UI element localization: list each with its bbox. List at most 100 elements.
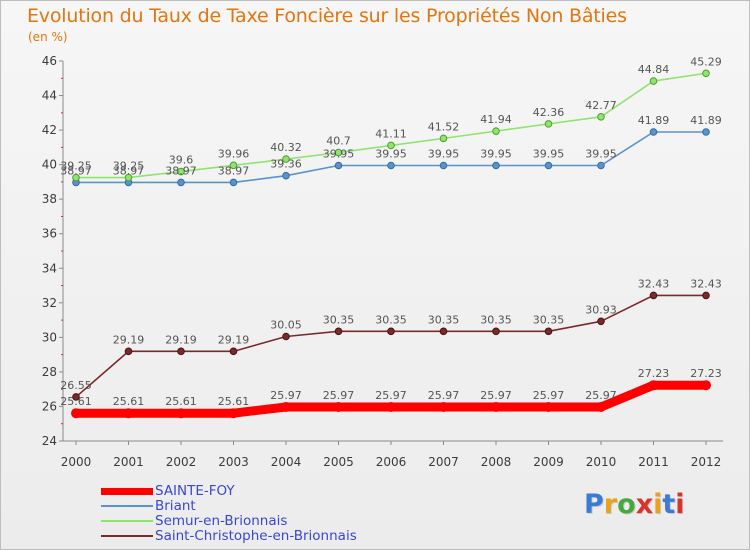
- data-label: 26.55: [60, 379, 92, 392]
- x-tick-label: 2004: [271, 455, 302, 469]
- data-label: 25.61: [165, 395, 197, 408]
- data-label: 45.29: [690, 55, 722, 68]
- x-tick-label: 2008: [481, 455, 512, 469]
- data-label: 39.95: [323, 148, 355, 161]
- data-point: [334, 327, 343, 336]
- proxiti-logo: Proxiti: [584, 489, 685, 520]
- data-point: [491, 401, 501, 412]
- y-tick-label: 40: [42, 158, 57, 172]
- data-point: [597, 317, 605, 326]
- data-label: 30.35: [323, 313, 355, 326]
- data-label: 44.84: [638, 63, 670, 76]
- data-point: [544, 161, 553, 170]
- data-label: 30.05: [270, 319, 302, 332]
- legend-label: SAINTE-FOY: [155, 483, 235, 499]
- data-label: 25.97: [323, 389, 355, 402]
- logo-letter: r: [603, 489, 618, 520]
- legend-label: Semur-en-Brionnais: [155, 513, 288, 529]
- x-tick-label: 2002: [166, 455, 197, 469]
- logo-letter: t: [662, 489, 676, 520]
- data-point: [702, 69, 710, 78]
- data-label: 38.97: [165, 164, 197, 177]
- legend-label: Saint-Christophe-en-Brionnais: [155, 528, 357, 544]
- data-label: 25.97: [533, 389, 565, 402]
- data-point: [124, 347, 133, 356]
- y-tick-label: 42: [42, 123, 57, 137]
- data-point: [649, 291, 658, 300]
- data-point: [701, 380, 711, 391]
- data-point: [282, 332, 290, 341]
- y-tick-label: 38: [42, 192, 57, 206]
- data-label: 25.61: [218, 395, 250, 408]
- x-tick-label: 2007: [428, 455, 459, 469]
- data-label: 30.35: [480, 313, 512, 326]
- data-point: [333, 401, 344, 412]
- x-tick-label: 2011: [638, 455, 669, 469]
- data-point: [387, 161, 395, 170]
- x-tick-label: 2001: [113, 455, 144, 469]
- data-point: [439, 327, 448, 336]
- data-point: [702, 291, 710, 300]
- data-label: 41.89: [690, 114, 722, 127]
- data-point: [387, 141, 395, 150]
- data-point: [439, 134, 448, 143]
- logo-letter: o: [617, 489, 636, 520]
- data-point: [177, 167, 185, 176]
- data-label: 25.97: [480, 389, 512, 402]
- logo-letter: P: [584, 489, 604, 520]
- y-tick-label: 30: [42, 330, 57, 344]
- data-label: 39.95: [585, 148, 617, 161]
- data-label: 39.96: [218, 147, 250, 160]
- data-point: [649, 128, 658, 136]
- y-tick-label: 28: [42, 365, 57, 379]
- data-point: [229, 347, 238, 356]
- data-point: [177, 347, 185, 356]
- y-tick-label: 34: [42, 261, 57, 275]
- data-label: 25.61: [113, 395, 145, 408]
- data-point: [649, 77, 658, 85]
- y-tick-label: 32: [42, 296, 57, 310]
- data-label: 29.19: [218, 333, 250, 346]
- data-point: [71, 408, 81, 419]
- data-label: 25.61: [60, 395, 92, 408]
- logo-letter: i: [653, 489, 663, 520]
- data-point: [702, 128, 710, 136]
- data-label: 41.52: [428, 120, 460, 133]
- data-label: 41.94: [480, 113, 512, 126]
- data-point: [176, 408, 186, 419]
- data-label: 25.97: [270, 389, 302, 402]
- data-label: 30.35: [375, 313, 407, 326]
- legend-swatch: [101, 487, 153, 495]
- legend-swatch: [101, 520, 153, 522]
- data-point: [438, 401, 449, 412]
- legend-swatch: [101, 505, 153, 507]
- data-label: 25.97: [375, 389, 407, 402]
- data-point: [72, 393, 80, 401]
- data-label: 29.19: [165, 333, 197, 346]
- x-tick-label: 2000: [61, 455, 92, 469]
- data-point: [543, 401, 554, 412]
- legend-label: Briant: [155, 498, 196, 514]
- data-label: 39.95: [375, 148, 407, 161]
- data-point: [229, 178, 238, 187]
- data-label: 27.23: [638, 367, 670, 380]
- data-point: [596, 401, 606, 412]
- x-tick-label: 2012: [691, 455, 722, 469]
- data-point: [597, 161, 605, 170]
- x-tick-label: 2006: [376, 455, 407, 469]
- data-point: [123, 408, 134, 419]
- data-point: [492, 327, 500, 336]
- data-point: [334, 161, 343, 170]
- data-point: [334, 148, 343, 157]
- data-label: 32.43: [690, 277, 722, 290]
- data-label: 41.11: [375, 127, 407, 140]
- data-point: [597, 112, 605, 121]
- x-tick-label: 2003: [218, 455, 249, 469]
- data-label: 39.25: [113, 160, 145, 173]
- logo-letter: x: [635, 489, 654, 520]
- data-point: [282, 171, 290, 180]
- y-tick-label: 24: [42, 434, 57, 448]
- data-label: 38.97: [60, 164, 92, 177]
